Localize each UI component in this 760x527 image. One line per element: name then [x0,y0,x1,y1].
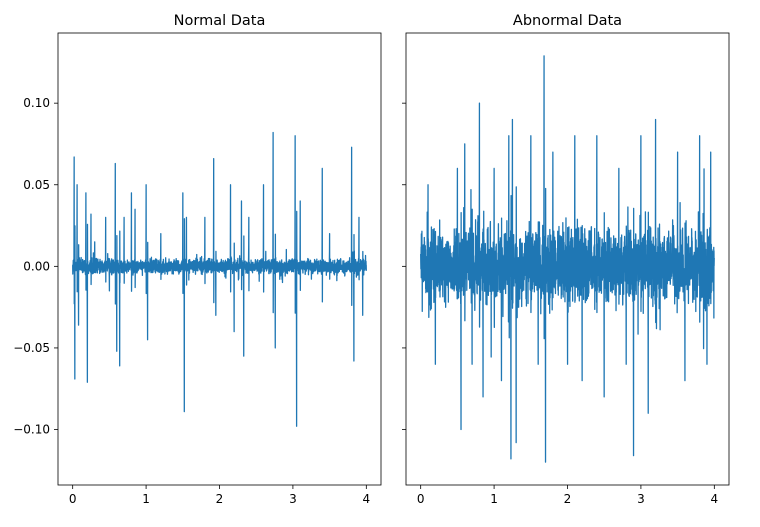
normal-data-x-tick-label: 4 [362,492,370,506]
normal-data-y-tick-label: −0.05 [13,341,50,355]
abnormal-data-series-line [420,55,715,463]
normal-data-y-tick-label: 0.00 [23,259,50,273]
abnormal-data-x-tick-label: 3 [637,492,645,506]
abnormal-data-series-layer [420,55,715,463]
abnormal-data-x-tick-label: 2 [564,492,572,506]
abnormal-data-y-axis [402,102,406,430]
normal-data-y-axis: 0.10 0.05 0.00 −0.05 −0.10 [13,96,58,437]
normal-data-series-layer [72,131,367,427]
normal-data-title: Normal Data [174,13,266,29]
normal-data-series-line [72,131,367,427]
normal-data-y-tick-label: 0.10 [23,96,50,110]
normal-data-y-tick-label: 0.05 [23,178,50,192]
abnormal-data-title: Abnormal Data [513,13,622,29]
normal-data-y-tick-label: −0.10 [13,423,50,437]
abnormal-data-x-axis: 0 1 2 3 4 [417,485,718,506]
normal-data-plot-frame [57,32,382,486]
abnormal-data-x-tick-label: 0 [417,492,425,506]
abnormal-data-subplot: Abnormal Data 0 1 2 3 4 [402,13,730,506]
abnormal-data-plot-frame [405,32,730,486]
normal-data-x-axis: 0 1 2 3 4 [69,485,370,506]
normal-data-subplot: Normal Data 0 1 2 3 4 0.10 0.05 0.00 −0.05 −0.10 [13,13,382,506]
normal-data-x-tick-label: 1 [142,492,150,506]
normal-data-x-tick-label: 2 [216,492,224,506]
abnormal-data-x-tick-label: 1 [490,492,498,506]
abnormal-data-x-tick-label: 4 [710,492,718,506]
normal-data-x-tick-label: 3 [289,492,297,506]
normal-data-x-tick-label: 0 [69,492,77,506]
